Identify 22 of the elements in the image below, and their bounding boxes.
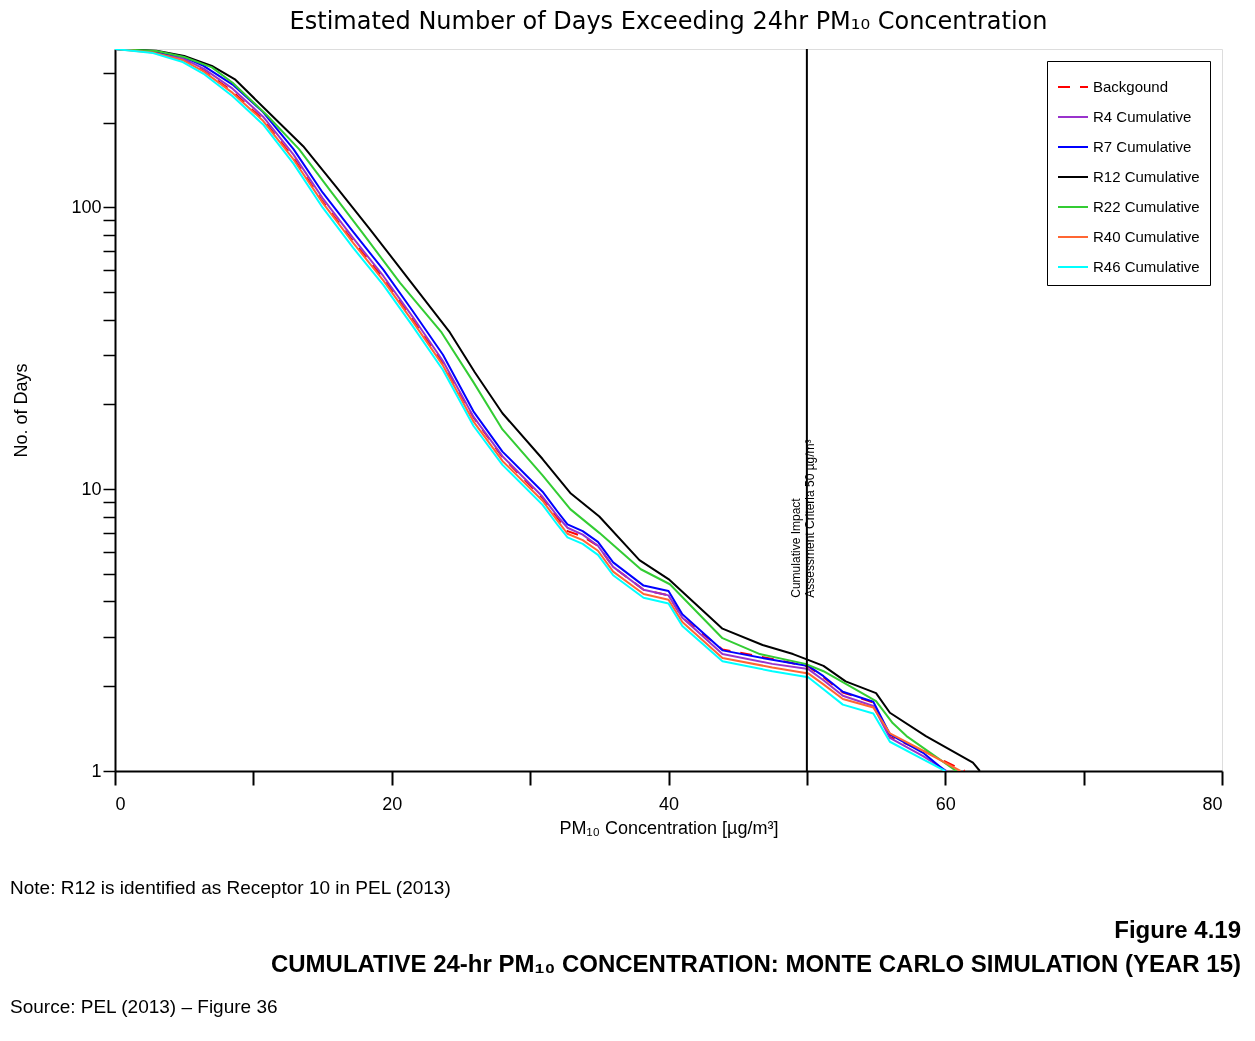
text: Note: R12 is identified as Receptor 10 in PEL (2013) (10, 877, 451, 898)
legend-label: R12 Cumulative (1093, 168, 1200, 185)
x-axis-title: PM₁₀ Concentration [µg/m³] (559, 817, 779, 838)
y-tick-label: 10 (81, 478, 102, 499)
legend-label: R40 Cumulative (1093, 228, 1200, 245)
y-axis-title: No. of Days (11, 363, 32, 458)
x-tick-label: 60 (935, 793, 956, 814)
chart-title: Estimated Number of Days Exceeding 24hr PM₁₀ Concentration (289, 7, 1048, 35)
legend-label: R46 Cumulative (1093, 258, 1200, 275)
x-tick-label: 40 (658, 793, 680, 814)
text: CUMULATIVE 24-hr PM₁₀ CONCENTRATION: MONTE CARLO SIMULATION (YEAR 15) (270, 950, 1241, 977)
x-tick-label: 20 (382, 793, 403, 814)
x-tick-label: 0 (115, 793, 126, 814)
x-tick-label: 80 (1202, 793, 1223, 814)
legend-label: R7 Cumulative (1093, 138, 1192, 155)
source-note: Source: PEL (2013) – Figure 36 (10, 996, 278, 1017)
legend-label: R22 Cumulative (1093, 198, 1200, 215)
legend-label: R4 Cumulative (1093, 108, 1192, 125)
legend-label: Backgound (1093, 78, 1169, 95)
y-tick-label: 100 (71, 196, 102, 217)
y-tick-label: 1 (91, 760, 102, 781)
caption: Figure 4.19 (1114, 916, 1241, 943)
